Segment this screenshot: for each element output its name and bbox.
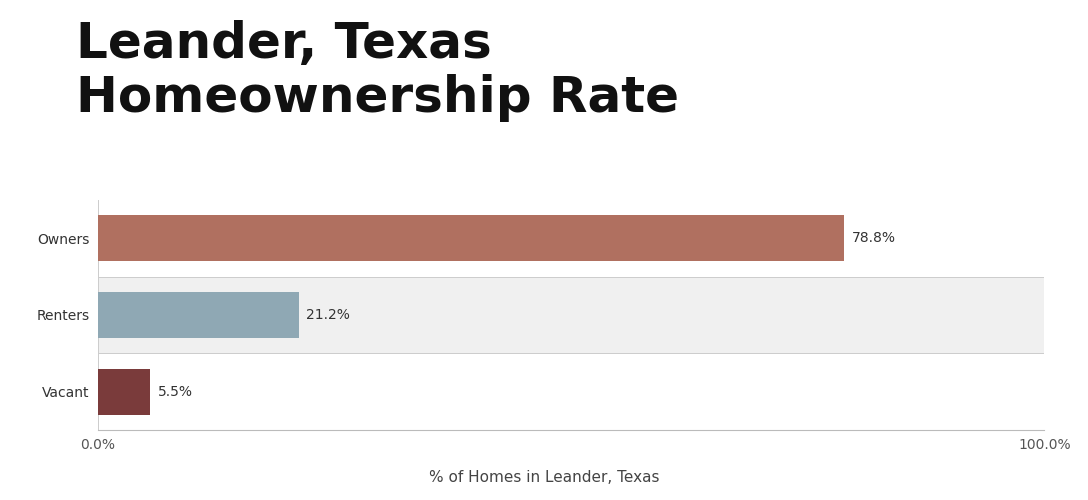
Bar: [98, 276, 1044, 353]
Bar: [98, 368, 150, 414]
Bar: [98, 292, 298, 338]
Text: % of Homes in Leander, Texas: % of Homes in Leander, Texas: [429, 470, 659, 485]
Text: 78.8%: 78.8%: [852, 232, 895, 245]
Bar: [98, 216, 844, 262]
Text: Leander, Texas
Homeownership Rate: Leander, Texas Homeownership Rate: [76, 20, 679, 122]
Text: 5.5%: 5.5%: [158, 384, 193, 398]
Text: 21.2%: 21.2%: [306, 308, 350, 322]
